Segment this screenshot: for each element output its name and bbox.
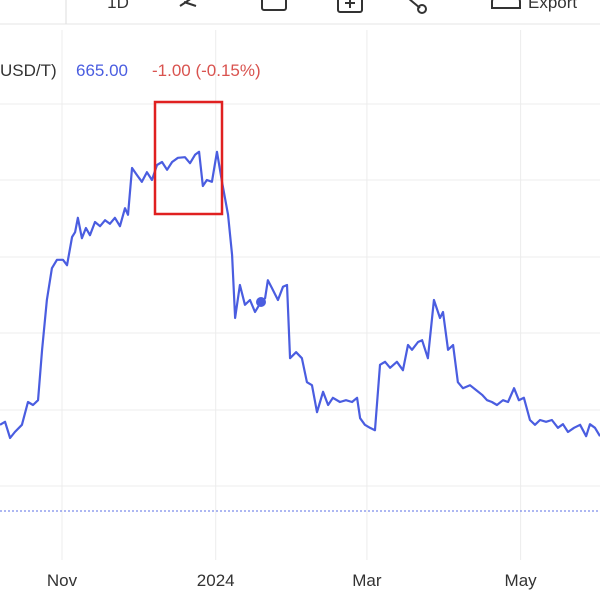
price-line: [0, 150, 600, 440]
plot: [0, 150, 600, 440]
x-tick-label: Nov: [47, 571, 78, 590]
calendar-icon[interactable]: [261, 0, 287, 11]
add-icon-plus: [345, 0, 355, 8]
x-tick-label: May: [505, 571, 538, 590]
last-price: 665.00: [76, 61, 128, 80]
interval-button[interactable]: 1D: [107, 0, 129, 12]
price-change: -1.00 (-0.15%): [152, 61, 261, 80]
symbol: USD/T): [0, 61, 57, 80]
horizontal-grid: [0, 103, 600, 487]
toolbar: [0, 0, 600, 24]
hover-point: [256, 297, 266, 307]
export-button[interactable]: Export: [528, 0, 577, 12]
compare-icon-dot: [417, 4, 427, 14]
draw-icon[interactable]: [179, 0, 197, 7]
x-tick-label: 2024: [197, 571, 235, 590]
export-icon[interactable]: [491, 0, 521, 9]
vertical-grid: [61, 30, 522, 560]
highlight-box: [153, 100, 224, 216]
add-icon[interactable]: [337, 0, 363, 13]
x-tick-label: Mar: [352, 571, 382, 590]
